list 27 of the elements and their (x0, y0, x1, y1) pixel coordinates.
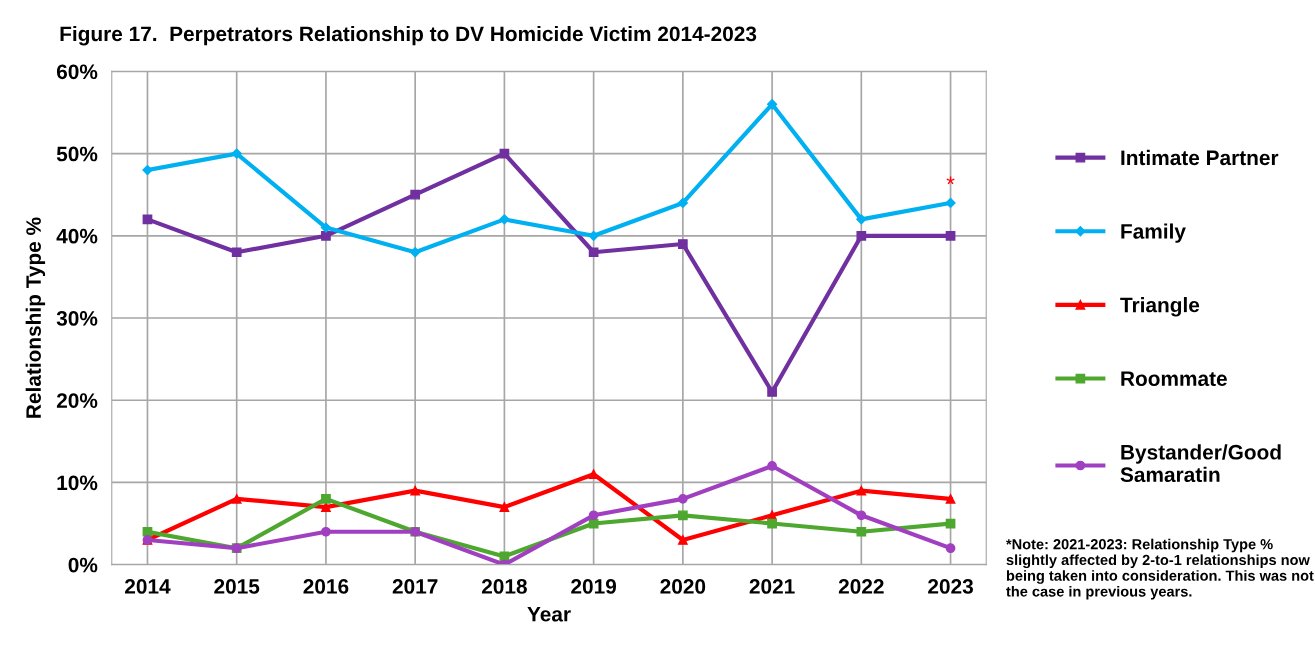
x-tick-label: 2018 (481, 579, 527, 594)
legend-label: Bystander/Good Samaratin (1120, 444, 1281, 483)
x-tick-label: 2023 (928, 579, 973, 594)
x-axis-title: Year (527, 607, 571, 622)
y-tick-label: 30% (56, 311, 98, 326)
x-tick-label: 2022 (838, 579, 884, 594)
x-tick-label: 2014 (125, 579, 171, 594)
x-tick-label: 2019 (571, 579, 617, 594)
text: *Note: 2021-2023: Relationship Type % slightly affected by 2-to-1 relationships now being taken into consideration. This was not the case in previous years. (1006, 538, 1314, 600)
legend-label: Intimate Partner (1121, 149, 1279, 166)
y-tick-label: 20% (56, 393, 98, 408)
annotation: * (946, 176, 955, 185)
x-tick-label: 2017 (392, 579, 438, 594)
chart-title: Figure 17. Perpetrators Relationship to DV Homicide Victim 2014-2023 (60, 25, 757, 46)
y-tick-label: 10% (57, 475, 98, 491)
legend-label: Roommate (1121, 371, 1227, 387)
y-axis-title: Relationship Type % (25, 217, 46, 418)
y-tick-label: 40% (56, 228, 98, 244)
legend-label: Family (1121, 223, 1186, 243)
y-tick-label: 0% (68, 557, 98, 573)
y-tick-label: 60% (56, 64, 98, 80)
x-tick-label: 2020 (660, 579, 706, 594)
x-tick-label: 2016 (303, 579, 349, 594)
x-tick-label: 2021 (749, 579, 795, 594)
y-tick-label: 50% (56, 146, 98, 162)
legend-label: Triangle (1120, 297, 1200, 317)
x-tick-label: 2015 (214, 579, 260, 594)
